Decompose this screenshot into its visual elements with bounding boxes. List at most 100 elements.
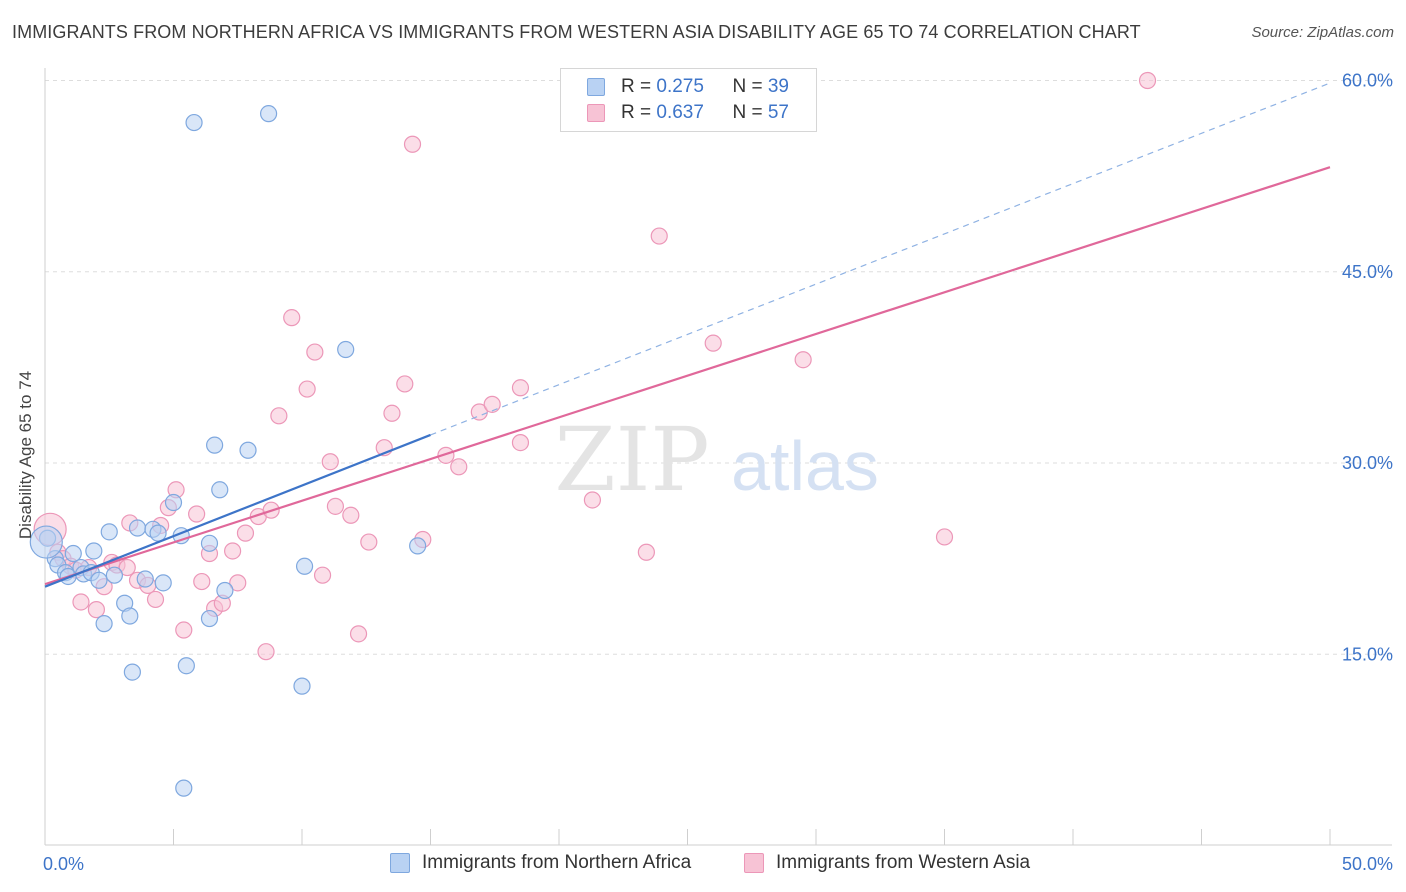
northern-africa-point	[216, 581, 234, 600]
northern-africa-point	[177, 657, 195, 675]
northern-africa-point	[239, 441, 257, 459]
western-asia-point	[72, 593, 90, 611]
northern-africa-point	[164, 493, 183, 512]
northern-africa-point	[259, 105, 278, 123]
northern-africa-point	[293, 677, 311, 695]
western-asia-point	[437, 446, 455, 464]
northern-africa-point	[200, 534, 219, 552]
y-tick-label: 30.0%	[1342, 453, 1393, 473]
y-axis-label: Disability Age 65 to 74	[16, 370, 35, 540]
n-value: 57	[767, 102, 789, 123]
western-asia-point	[270, 407, 288, 425]
legend-label: Immigrants from Western Asia	[776, 852, 1031, 873]
western-asia-point	[637, 543, 655, 561]
y-tick-label: 45.0%	[1342, 262, 1393, 282]
n-value: 39	[767, 76, 789, 97]
northern-africa-point	[105, 566, 123, 584]
western-asia-point	[175, 621, 193, 639]
northern-africa-point	[149, 524, 167, 542]
northern-africa-point	[95, 615, 113, 633]
northern-africa-point	[409, 537, 427, 555]
legend-swatch-blue	[390, 853, 410, 873]
western-asia-point	[470, 403, 488, 421]
n-label: N =	[732, 76, 768, 97]
northern-africa-point	[29, 525, 63, 559]
northern-africa-point	[154, 574, 172, 592]
northern-africa-point	[211, 481, 229, 499]
western-asia-trend-line	[44, 166, 1331, 586]
western-asia-point	[483, 395, 501, 413]
x-tick-label: 50.0%	[1342, 854, 1393, 874]
western-asia-point	[383, 404, 401, 422]
tick-labels: 15.0% 30.0% 45.0% 60.0% 0.0% 50.0%	[43, 71, 1393, 875]
northern-africa-point	[123, 663, 141, 681]
western-asia-point	[1138, 71, 1157, 90]
watermark-zip: ZIP	[554, 408, 709, 511]
legend-swatch-pink	[744, 853, 764, 873]
western-asia-point	[360, 533, 378, 551]
western-asia-point	[403, 135, 422, 153]
northern-africa-point	[100, 523, 118, 541]
r-label: R =	[621, 76, 657, 97]
northern-africa-trend-extension	[430, 82, 1331, 436]
r-value: 0.275	[656, 76, 704, 97]
western-asia-point	[935, 528, 954, 546]
western-asia-point	[236, 524, 255, 542]
western-asia-point	[257, 643, 275, 661]
northern-africa-point	[136, 570, 154, 588]
western-asia-points	[33, 71, 1157, 661]
trend-lines	[44, 82, 1331, 588]
western-asia-point	[342, 506, 360, 524]
western-asia-point	[193, 572, 211, 591]
northern-africa-trend-line	[44, 433, 431, 588]
western-asia-point	[188, 505, 206, 523]
source-label: Source: ZipAtlas.com	[1251, 24, 1394, 41]
northern-africa-point	[206, 436, 224, 454]
northern-africa-point	[185, 113, 203, 132]
western-asia-point	[396, 375, 414, 393]
western-asia-point	[313, 566, 332, 584]
western-asia-point	[326, 497, 345, 515]
western-asia-point	[306, 343, 324, 361]
y-tick-label: 15.0%	[1342, 644, 1393, 664]
western-asia-point	[511, 379, 530, 397]
western-asia-point	[511, 434, 530, 452]
zipatlas-watermark: ZIP atlas	[554, 408, 879, 511]
western-asia-point	[118, 558, 136, 577]
legend-swatch-blue	[587, 78, 605, 96]
northern-africa-point	[295, 557, 314, 575]
northern-africa-point	[175, 779, 193, 797]
chart-title: IMMIGRANTS FROM NORTHERN AFRICA VS IMMIG…	[12, 22, 1141, 42]
r-value: 0.637	[656, 102, 704, 123]
western-asia-point	[229, 574, 247, 592]
western-asia-point	[704, 334, 722, 352]
watermark-atlas: atlas	[731, 427, 879, 505]
n-label: N =	[732, 102, 768, 123]
northern-africa-point	[85, 542, 103, 560]
r-label: R =	[621, 102, 657, 123]
northern-africa-point	[90, 571, 108, 589]
y-tick-label: 60.0%	[1342, 71, 1393, 91]
western-asia-point	[650, 227, 668, 245]
northern-africa-point	[200, 609, 219, 628]
legend-swatch-pink	[587, 104, 605, 122]
northern-africa-point	[121, 607, 139, 625]
western-asia-point	[794, 351, 812, 369]
western-asia-point	[349, 625, 368, 643]
gridlines	[45, 80, 1392, 655]
northern-africa-point	[128, 519, 147, 537]
x-tick-label: 0.0%	[43, 854, 84, 874]
western-asia-point	[298, 380, 316, 398]
western-asia-point	[450, 458, 468, 476]
stats-legend: R = 0.275 N = 39 R = 0.637 N = 57	[560, 68, 817, 132]
western-asia-point	[224, 542, 242, 560]
northern-africa-points	[29, 105, 427, 797]
axes	[44, 68, 1392, 846]
western-asia-point	[583, 491, 602, 509]
northern-africa-point	[337, 340, 355, 359]
western-asia-point	[321, 453, 339, 471]
western-asia-point	[87, 601, 106, 619]
northern-africa-point	[64, 544, 82, 563]
western-asia-point	[146, 590, 165, 609]
